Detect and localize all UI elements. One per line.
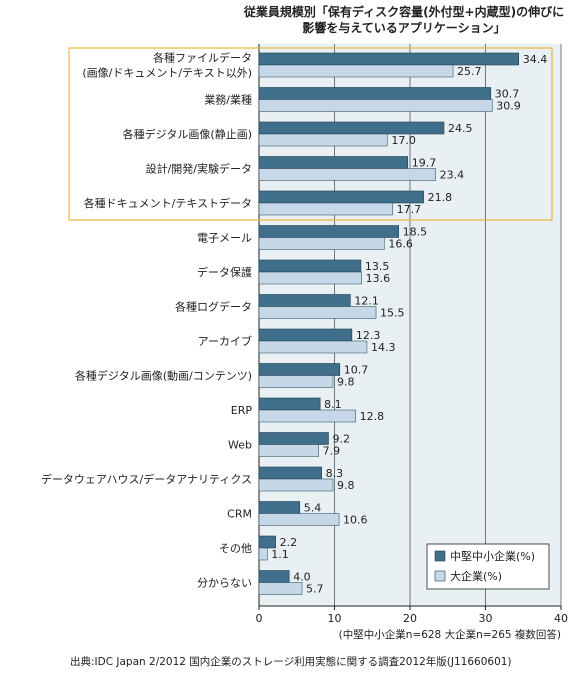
- bar-large-7: [258, 271, 362, 285]
- x-tick-label-30: 30: [479, 612, 493, 625]
- value-label-large-3: 17.0: [391, 134, 416, 147]
- category-label-13: データウェアハウス/データアナリティクス: [41, 472, 252, 486]
- bar-midsize-6: [258, 225, 399, 238]
- legend-swatch-midsize: [434, 550, 446, 562]
- category-label-2: 業務/業種: [204, 93, 252, 107]
- bar-midsize-10: [258, 363, 341, 376]
- legend-swatch-large: [434, 570, 446, 582]
- legend-label-large: 大企業(%): [450, 569, 502, 583]
- x-tick-label-0: 0: [256, 612, 263, 625]
- value-label-large-8: 15.5: [380, 307, 405, 320]
- bar-midsize-1: [258, 52, 520, 66]
- chart-title-line-2: 影響を与えているアプリケーション」: [302, 20, 505, 35]
- bar-large-10: [258, 375, 334, 388]
- value-label-large-11: 12.8: [360, 410, 385, 423]
- value-label-large-14: 10.6: [343, 514, 368, 527]
- category-label-12: Web: [228, 439, 252, 452]
- legend-box: [426, 543, 550, 590]
- value-label-midsize-7: 13.5: [365, 260, 390, 273]
- value-label-midsize-8: 12.1: [354, 295, 379, 308]
- value-label-midsize-2: 30.7: [495, 88, 520, 101]
- value-label-large-16: 5.7: [306, 583, 324, 596]
- bar-midsize-4: [258, 156, 409, 169]
- bar-midsize-8: [258, 294, 351, 307]
- bar-midsize-11: [258, 397, 321, 411]
- bar-midsize-15: [258, 535, 276, 549]
- chart-title-line-1: 従業員規模別「保有ディスク容量(外付型+内蔵型)の伸びに: [243, 4, 564, 19]
- value-label-midsize-3: 24.5: [448, 122, 473, 135]
- bar-large-4: [258, 168, 436, 181]
- bar-midsize-14: [258, 501, 301, 514]
- category-label-14: CRM: [227, 508, 252, 521]
- value-label-midsize-5: 21.8: [428, 191, 453, 204]
- value-label-midsize-12: 9.2: [332, 433, 350, 446]
- category-label-9: アーカイブ: [198, 334, 252, 348]
- value-label-large-15: 1.1: [271, 548, 289, 561]
- value-label-large-5: 17.7: [397, 203, 422, 216]
- value-label-midsize-16: 4.0: [293, 571, 311, 584]
- category-label-16: 分からない: [197, 577, 252, 590]
- bar-large-11: [258, 409, 356, 423]
- value-label-large-12: 7.9: [323, 445, 341, 458]
- value-label-midsize-14: 5.4: [304, 502, 322, 515]
- bar-large-9: [258, 340, 368, 354]
- x-tick-label-20: 20: [403, 612, 417, 625]
- value-label-midsize-4: 19.7: [412, 157, 437, 170]
- category-label-1: (画像/ドキュメント/テキスト以外): [82, 67, 252, 80]
- category-label-11: ERP: [231, 404, 253, 417]
- value-label-midsize-1: 34.4: [523, 53, 548, 66]
- category-label-6: 電子メール: [197, 232, 252, 245]
- category-label-3: 各種デジタル画像(静止画): [123, 127, 252, 141]
- category-label-1: 各種ファイルデータ: [153, 51, 252, 65]
- bar-large-14: [258, 513, 340, 526]
- category-label-5: 各種ドキュメント/テキストデータ: [84, 196, 252, 210]
- bar-midsize-9: [258, 328, 353, 342]
- bar-midsize-12: [258, 432, 329, 445]
- value-label-midsize-9: 12.3: [356, 329, 381, 342]
- x-tick-label-40: 40: [554, 612, 568, 625]
- value-label-midsize-15: 2.2: [280, 536, 298, 549]
- value-label-midsize-10: 10.7: [344, 364, 369, 377]
- bar-large-16: [258, 582, 303, 595]
- category-label-15: その他: [219, 542, 252, 555]
- bar-large-1: [258, 64, 454, 78]
- bar-midsize-16: [258, 570, 290, 583]
- sample-size-note: (中堅中小企業n=628 大企業n=265 複数回答): [339, 628, 561, 641]
- bar-large-5: [258, 202, 393, 216]
- bar-midsize-7: [258, 259, 362, 273]
- value-label-midsize-6: 18.5: [403, 226, 428, 239]
- bar-large-15: [258, 547, 268, 561]
- highlight-group-box: [68, 47, 553, 221]
- value-label-large-10: 9.8: [337, 376, 355, 389]
- bar-large-8: [258, 306, 377, 319]
- value-label-large-1: 25.7: [457, 65, 482, 78]
- category-label-7: データ保護: [197, 265, 252, 279]
- value-label-large-13: 9.8: [337, 479, 355, 492]
- bar-midsize-3: [258, 121, 445, 135]
- legend: 中堅中小企業(%) 大企業(%): [426, 543, 550, 590]
- value-label-large-9: 14.3: [371, 341, 396, 354]
- category-label-10: 各種デジタル画像(動画/コンテンツ): [75, 369, 252, 383]
- value-label-large-6: 16.6: [388, 238, 413, 251]
- value-label-large-7: 13.6: [366, 272, 391, 285]
- bar-large-2: [258, 99, 493, 112]
- bar-large-12: [258, 444, 319, 457]
- bar-midsize-13: [258, 466, 322, 480]
- bar-midsize-5: [258, 190, 424, 204]
- bar-large-13: [258, 478, 334, 492]
- bar-midsize-2: [258, 87, 492, 100]
- value-label-midsize-13: 8.3: [326, 467, 344, 480]
- category-label-8: 各種ログデータ: [175, 300, 252, 314]
- category-label-4: 設計/開発/実験データ: [146, 162, 252, 176]
- bar-large-6: [258, 237, 385, 250]
- source-credit: 出典:IDC Japan 2/2012 国内企業のストレージ利用実態に関する調査…: [70, 655, 512, 668]
- value-label-large-2: 30.9: [496, 100, 521, 113]
- value-label-large-4: 23.4: [440, 169, 465, 182]
- bar-large-3: [258, 133, 388, 147]
- value-label-midsize-11: 8.1: [324, 398, 342, 411]
- legend-label-midsize: 中堅中小企業(%): [450, 549, 535, 563]
- x-tick-label-10: 10: [328, 612, 342, 625]
